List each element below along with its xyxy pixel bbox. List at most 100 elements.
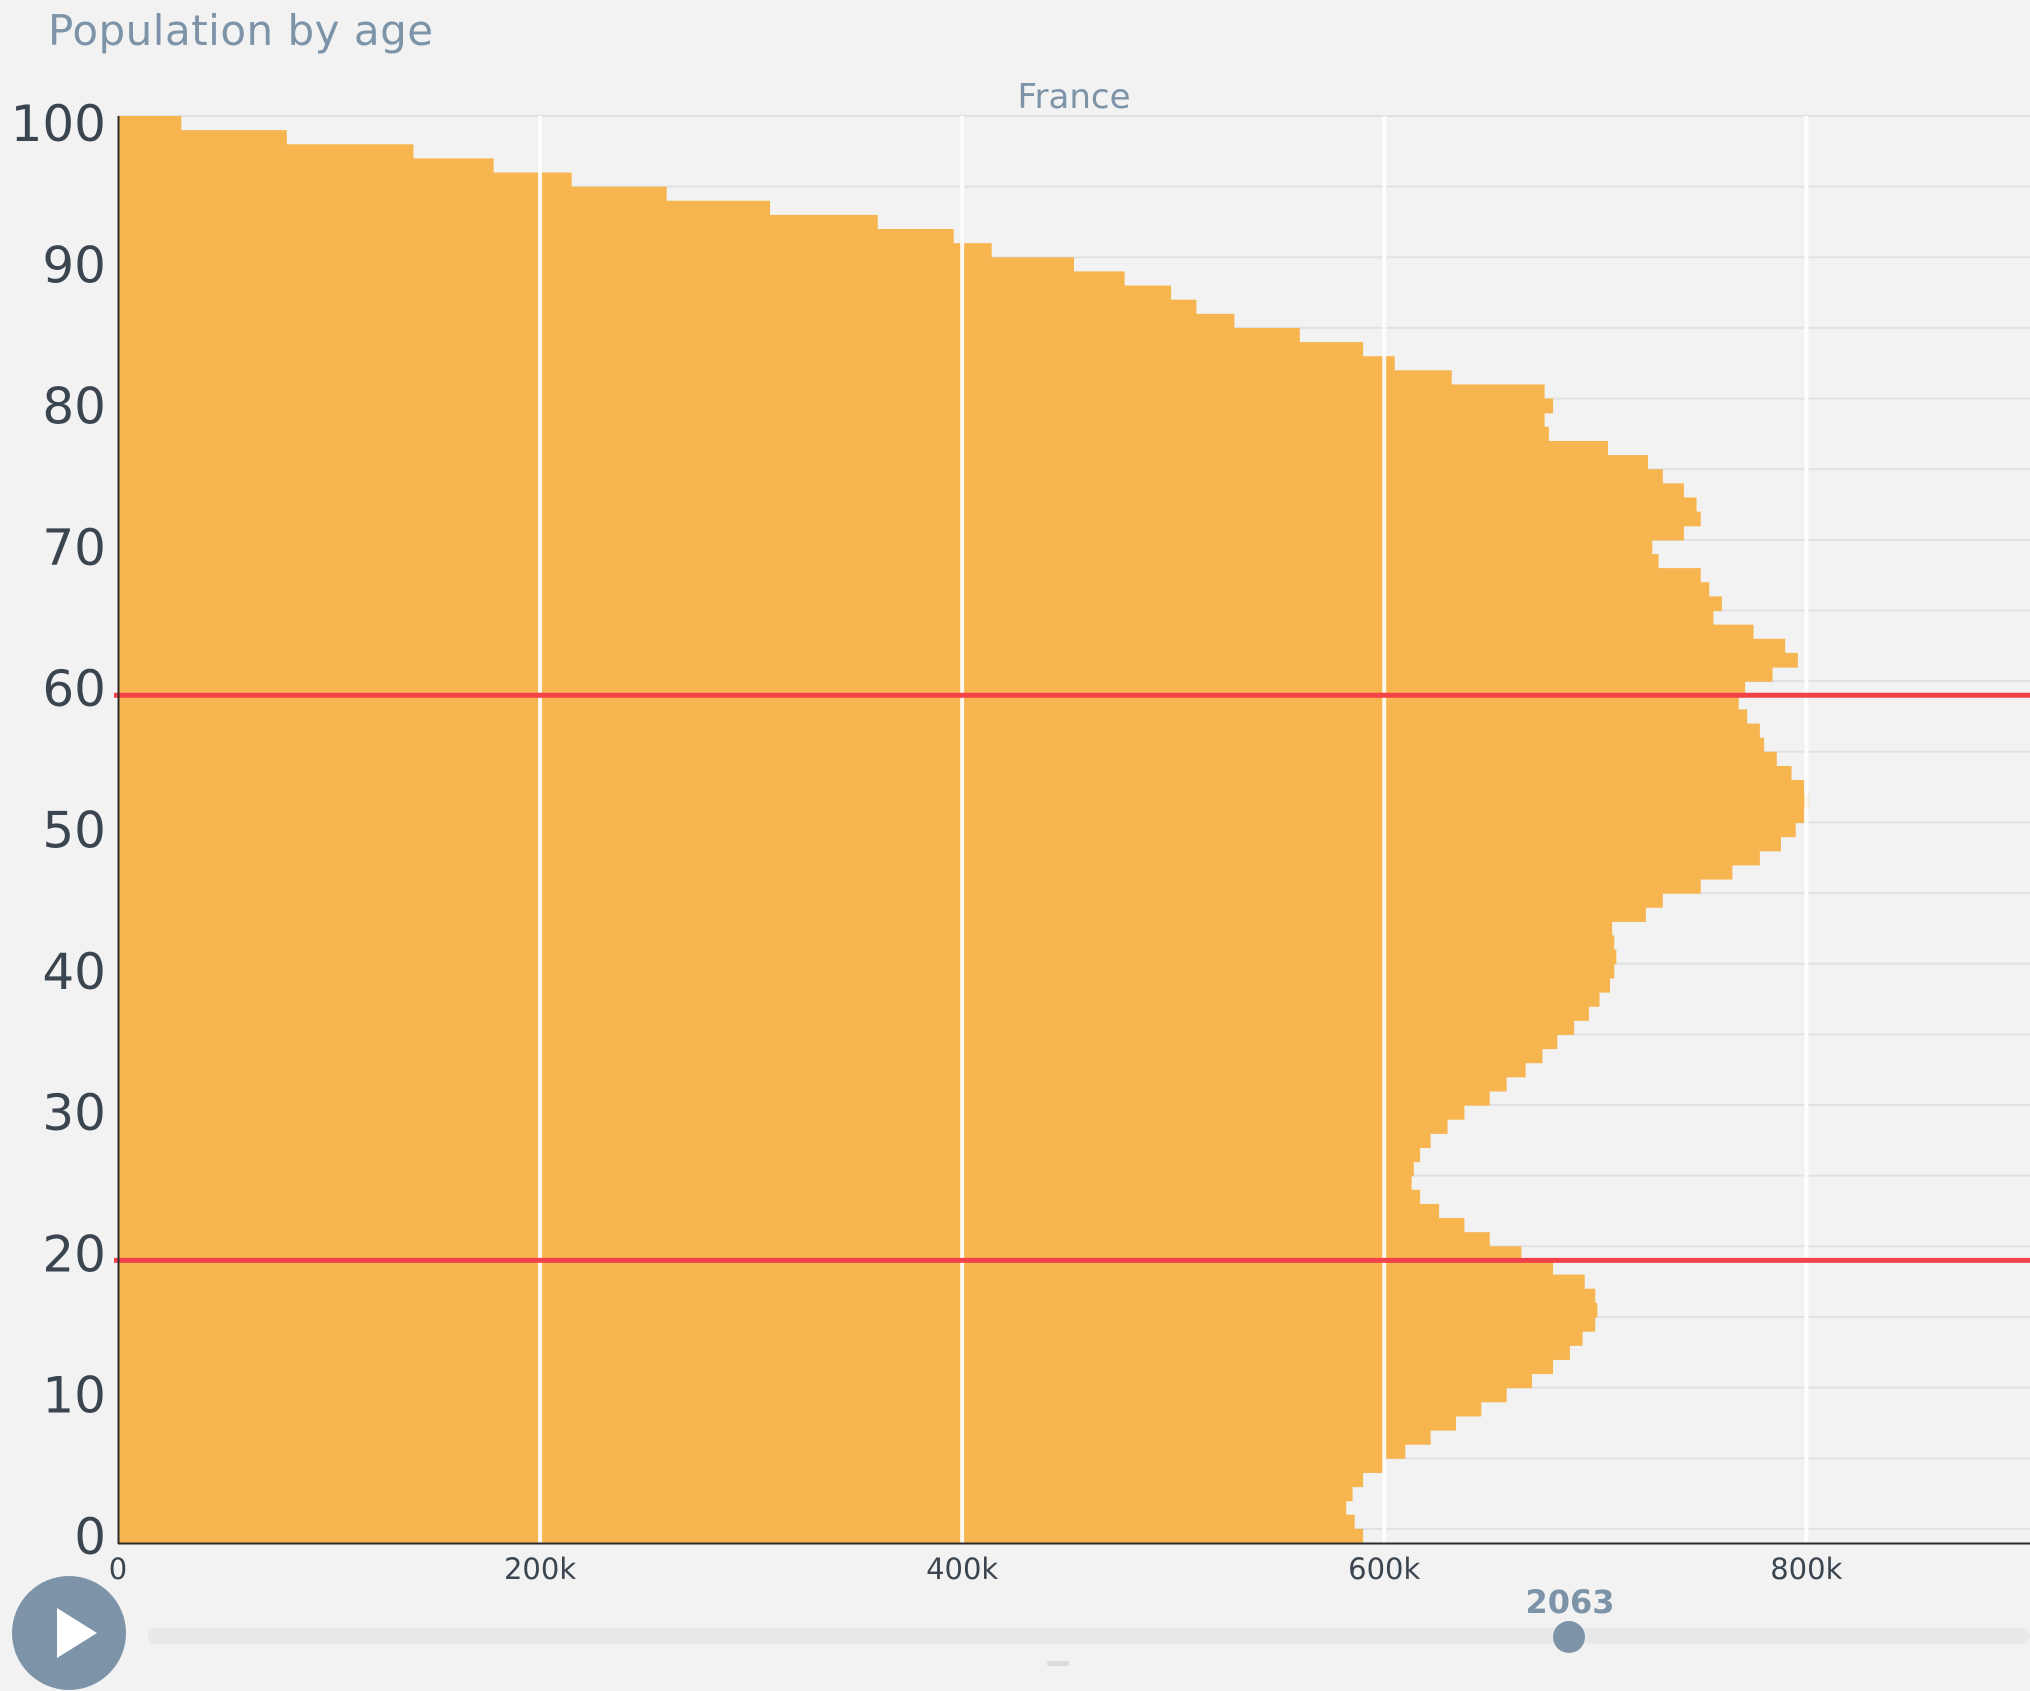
bar-age-22[interactable] <box>118 1218 1465 1233</box>
bar-age-68[interactable] <box>118 568 1701 583</box>
bar-age-46[interactable] <box>118 878 1701 894</box>
bar-age-19[interactable] <box>118 1260 1554 1276</box>
bar-age-92[interactable] <box>118 229 954 244</box>
bar-age-63[interactable] <box>118 638 1786 654</box>
bar-age-65[interactable] <box>118 610 1714 626</box>
bar-age-28[interactable] <box>118 1133 1431 1148</box>
bar-age-66[interactable] <box>118 596 1722 612</box>
bar-age-36[interactable] <box>118 1020 1575 1035</box>
bar-age-2[interactable] <box>118 1500 1347 1516</box>
bar-age-93[interactable] <box>118 214 878 230</box>
bar-age-4[interactable] <box>118 1472 1364 1488</box>
bar-age-70[interactable] <box>118 539 1653 555</box>
bar-age-69[interactable] <box>118 553 1659 569</box>
bar-age-30[interactable] <box>118 1105 1465 1120</box>
bar-age-35[interactable] <box>118 1034 1558 1050</box>
bar-age-10[interactable] <box>118 1387 1507 1403</box>
bar-age-96[interactable] <box>118 172 572 188</box>
bar-age-32[interactable] <box>118 1076 1507 1092</box>
bar-age-12[interactable] <box>118 1359 1554 1375</box>
bar-age-0[interactable] <box>118 1528 1364 1544</box>
bar-age-80[interactable] <box>118 398 1554 414</box>
bar-age-56[interactable] <box>118 737 1765 753</box>
bar-age-5[interactable] <box>118 1458 1385 1473</box>
bar-age-9[interactable] <box>118 1401 1482 1417</box>
bar-age-95[interactable] <box>118 186 667 202</box>
bar-age-97[interactable] <box>118 158 494 174</box>
bar-age-79[interactable] <box>118 412 1545 428</box>
bar-age-21[interactable] <box>118 1232 1490 1247</box>
bar-age-13[interactable] <box>118 1345 1570 1360</box>
bar-age-57[interactable] <box>118 723 1760 739</box>
bar-age-8[interactable] <box>118 1415 1456 1431</box>
bar-age-34[interactable] <box>118 1048 1543 1064</box>
bar-age-90[interactable] <box>118 257 1074 273</box>
bar-age-72[interactable] <box>118 511 1701 527</box>
play-button[interactable] <box>12 1576 126 1690</box>
bar-age-84[interactable] <box>118 342 1364 357</box>
bar-age-26[interactable] <box>118 1161 1414 1177</box>
bar-age-73[interactable] <box>118 497 1697 513</box>
bar-age-88[interactable] <box>118 285 1172 301</box>
bar-age-45[interactable] <box>118 893 1663 908</box>
bar-age-89[interactable] <box>118 271 1125 287</box>
bar-age-48[interactable] <box>118 850 1760 866</box>
bar-age-11[interactable] <box>118 1373 1532 1389</box>
bar-age-71[interactable] <box>118 525 1684 541</box>
bar-age-38[interactable] <box>118 991 1600 1007</box>
bar-age-86[interactable] <box>118 313 1235 329</box>
bar-age-67[interactable] <box>118 582 1710 597</box>
bar-age-39[interactable] <box>118 977 1611 993</box>
bar-age-25[interactable] <box>118 1175 1412 1191</box>
bar-age-20[interactable] <box>118 1246 1522 1262</box>
bar-age-37[interactable] <box>118 1006 1589 1021</box>
year-slider-track[interactable] <box>148 1628 2030 1644</box>
bar-age-6[interactable] <box>118 1444 1406 1459</box>
bar-age-27[interactable] <box>118 1147 1421 1163</box>
bar-age-24[interactable] <box>118 1189 1421 1205</box>
bar-age-33[interactable] <box>118 1062 1526 1078</box>
bar-age-44[interactable] <box>118 907 1646 922</box>
bar-age-62[interactable] <box>118 652 1798 668</box>
bar-age-81[interactable] <box>118 384 1545 400</box>
bar-age-50[interactable] <box>118 822 1796 838</box>
bar-age-85[interactable] <box>118 327 1300 343</box>
bar-age-83[interactable] <box>118 356 1395 371</box>
bar-age-61[interactable] <box>118 667 1773 682</box>
bar-age-7[interactable] <box>118 1429 1431 1445</box>
year-slider-handle[interactable] <box>1553 1621 1585 1653</box>
bar-age-74[interactable] <box>118 483 1684 499</box>
bar-age-75[interactable] <box>118 469 1663 484</box>
bar-age-58[interactable] <box>118 709 1748 725</box>
bar-age-18[interactable] <box>118 1274 1585 1290</box>
bar-age-3[interactable] <box>118 1486 1353 1502</box>
bar-age-15[interactable] <box>118 1316 1596 1332</box>
bar-age-49[interactable] <box>118 836 1781 852</box>
bar-age-94[interactable] <box>118 200 771 216</box>
bar-age-31[interactable] <box>118 1090 1490 1106</box>
bar-age-54[interactable] <box>118 765 1792 781</box>
bar-age-42[interactable] <box>118 935 1615 951</box>
bar-age-47[interactable] <box>118 864 1733 880</box>
bar-age-87[interactable] <box>118 299 1197 315</box>
bar-age-40[interactable] <box>118 963 1615 979</box>
bar-age-1[interactable] <box>118 1514 1355 1530</box>
bar-age-82[interactable] <box>118 370 1452 386</box>
bar-age-100[interactable] <box>118 116 182 131</box>
bar-age-23[interactable] <box>118 1203 1440 1219</box>
bar-age-55[interactable] <box>118 751 1777 767</box>
bar-age-60[interactable] <box>118 681 1746 696</box>
bar-age-99[interactable] <box>118 130 287 145</box>
bar-age-77[interactable] <box>118 440 1608 456</box>
bar-age-14[interactable] <box>118 1331 1583 1346</box>
bar-age-16[interactable] <box>118 1302 1598 1318</box>
bar-age-98[interactable] <box>118 144 414 159</box>
bar-age-78[interactable] <box>118 426 1549 442</box>
bar-age-43[interactable] <box>118 921 1613 937</box>
bar-age-64[interactable] <box>118 624 1754 640</box>
bar-age-41[interactable] <box>118 949 1617 965</box>
bar-age-29[interactable] <box>118 1119 1448 1134</box>
bar-age-76[interactable] <box>118 455 1649 470</box>
bar-age-59[interactable] <box>118 695 1739 711</box>
bar-age-91[interactable] <box>118 243 992 258</box>
